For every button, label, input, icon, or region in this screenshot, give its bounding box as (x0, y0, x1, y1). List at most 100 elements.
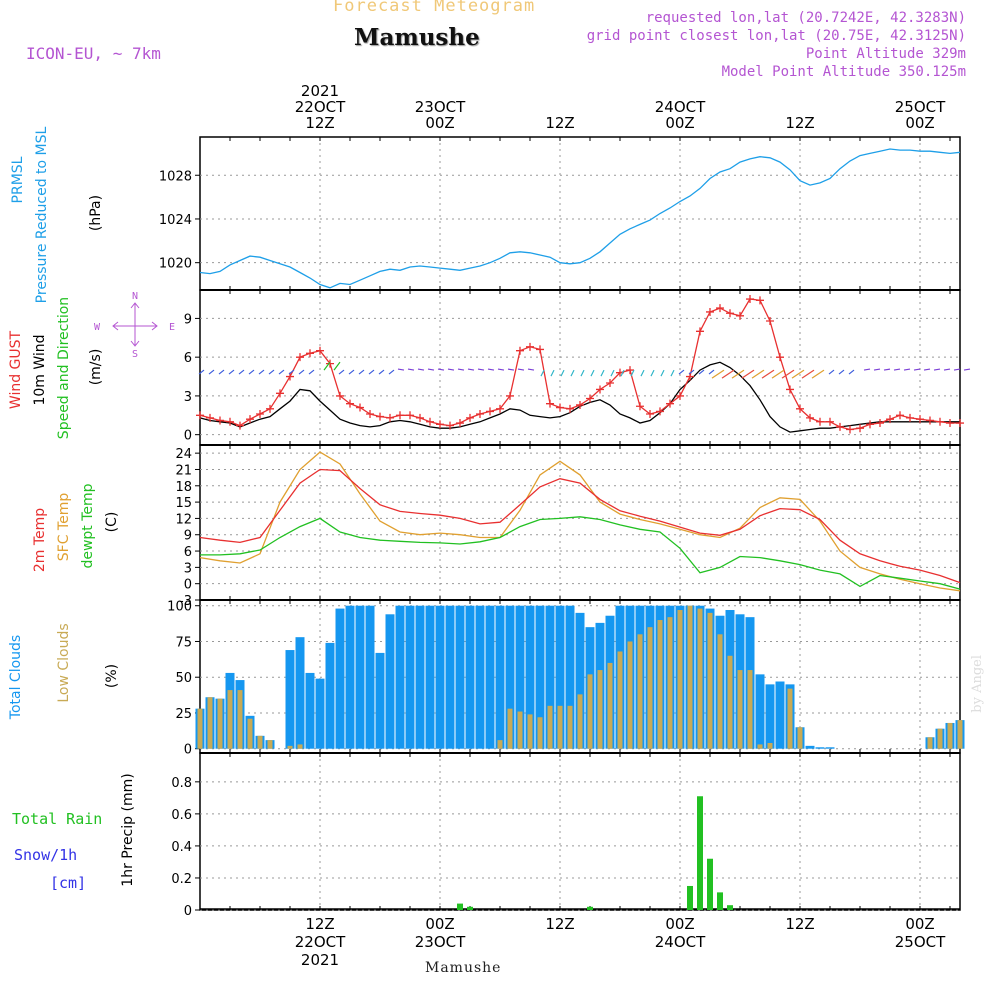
y-tick-label: 25 (175, 707, 192, 722)
wind-direction-arrow (527, 368, 535, 371)
wind-direction-arrow (721, 369, 735, 379)
rain-bar (587, 906, 593, 910)
total-cloud-bar (445, 605, 455, 749)
wind-direction-arrow (670, 369, 675, 377)
gust-marker (296, 353, 304, 362)
low-cloud-bar (557, 705, 563, 749)
low-clouds-label: Low Clouds (56, 623, 72, 702)
wind-direction-arrow (630, 369, 635, 377)
wind-label: 10m Wind (32, 334, 48, 405)
wind-direction-arrow (517, 368, 525, 371)
gust-marker (326, 359, 334, 368)
total-cloud-bar (425, 605, 435, 749)
low-cloud-bar (207, 697, 213, 749)
time-label-top: 00Z (665, 114, 694, 132)
snow-label: Snow/1h (14, 846, 77, 864)
gust-marker (596, 385, 604, 394)
wind-direction-arrow (540, 369, 545, 377)
wind-direction-arrow (258, 369, 265, 375)
low-cloud-bar (737, 670, 743, 749)
y-tick-label: -3 (179, 594, 192, 609)
time-label-bottom: 12Z (545, 915, 574, 933)
y-tick-label: 1020 (159, 257, 192, 272)
wind-direction-arrow (497, 368, 505, 371)
y-tick-label: 0 (184, 578, 192, 593)
gust-marker (726, 309, 734, 318)
wind-direction-arrow (308, 369, 315, 375)
gust-marker (826, 417, 834, 426)
rain-bar (697, 796, 703, 910)
y-tick-label: 21 (175, 463, 192, 478)
rain-bar (727, 905, 733, 910)
gust-marker (796, 404, 804, 413)
total-cloud-bar (395, 605, 405, 749)
gust-marker (926, 416, 934, 425)
gust-marker (206, 413, 214, 422)
gust-marker (886, 415, 894, 424)
total-cloud-bar (455, 605, 465, 749)
low-cloud-bar (937, 728, 943, 749)
y-tick-label: 75 (175, 635, 192, 650)
gust-marker (636, 402, 644, 411)
wind-direction-arrow (550, 369, 555, 377)
y-tick-label: 0.8 (171, 776, 192, 791)
gust-marker (836, 422, 844, 431)
rain-bar (457, 903, 463, 910)
low-cloud-bar (637, 634, 643, 749)
gust-marker (216, 416, 224, 425)
dewpt-label: dewpt Temp (80, 483, 96, 568)
low-cloud-bar (527, 714, 533, 749)
y-tick-label: 18 (175, 480, 192, 495)
y-tick-label: 6 (184, 545, 192, 560)
total-cloud-bar (285, 650, 295, 749)
y-tick-label: 9 (184, 529, 192, 544)
total-cloud-bar (385, 614, 395, 749)
total-cloud-bar (355, 605, 365, 749)
y-tick-label: 1024 (159, 213, 192, 228)
model-altitude: Model Point Altitude 350.125m (721, 64, 966, 80)
y-tick-label: 12 (175, 512, 192, 527)
wind-direction-arrow (751, 369, 765, 379)
low-cloud-bar (717, 634, 723, 749)
time-label-bottom: 25OCT (895, 933, 946, 951)
time-label-bottom: 23OCT (415, 933, 466, 951)
gust-marker (466, 413, 474, 422)
low-cloud-bar (237, 690, 243, 749)
wind-direction-arrow (771, 369, 785, 379)
gust-marker (386, 413, 394, 422)
time-label-top: 12Z (785, 114, 814, 132)
wind-direction-arrow (268, 369, 275, 375)
time-label-top: 12Z (305, 114, 334, 132)
gust-marker (446, 421, 454, 430)
total-cloud-bar (325, 642, 335, 749)
low-cloud-bar (697, 608, 703, 749)
time-label-top: 22OCT (295, 98, 346, 116)
wind-direction-arrow (407, 368, 415, 371)
time-label-top: 00Z (425, 114, 454, 132)
total-cloud-bar (555, 605, 565, 749)
low-cloud-bar (507, 708, 513, 749)
total-cloud-bar (435, 605, 445, 749)
low-cloud-bar (667, 617, 673, 749)
y-tick-label: 3 (184, 390, 192, 405)
total-cloud-bar (305, 672, 315, 749)
wind-direction-arrow (388, 369, 395, 375)
wind-direction-arrow (761, 369, 775, 379)
total-cloud-bar (825, 747, 835, 749)
y-tick-label: 3 (184, 561, 192, 576)
gust-marker (776, 353, 784, 362)
low-cloud-bar (647, 627, 653, 749)
y-tick-label: 50 (175, 671, 192, 686)
low-cloud-bar (267, 740, 273, 749)
gust-marker (756, 296, 764, 305)
gust-marker (906, 413, 914, 422)
gust-marker (366, 410, 374, 418)
low-cloud-bar (747, 670, 753, 749)
gust-marker (406, 411, 414, 420)
wind-direction-arrow (580, 369, 585, 377)
gust-marker (846, 425, 854, 434)
clouds-unit: (%) (104, 664, 120, 688)
y-tick-label: 100 (167, 600, 192, 615)
rain-bar (687, 885, 693, 910)
rain-bar (717, 892, 723, 910)
